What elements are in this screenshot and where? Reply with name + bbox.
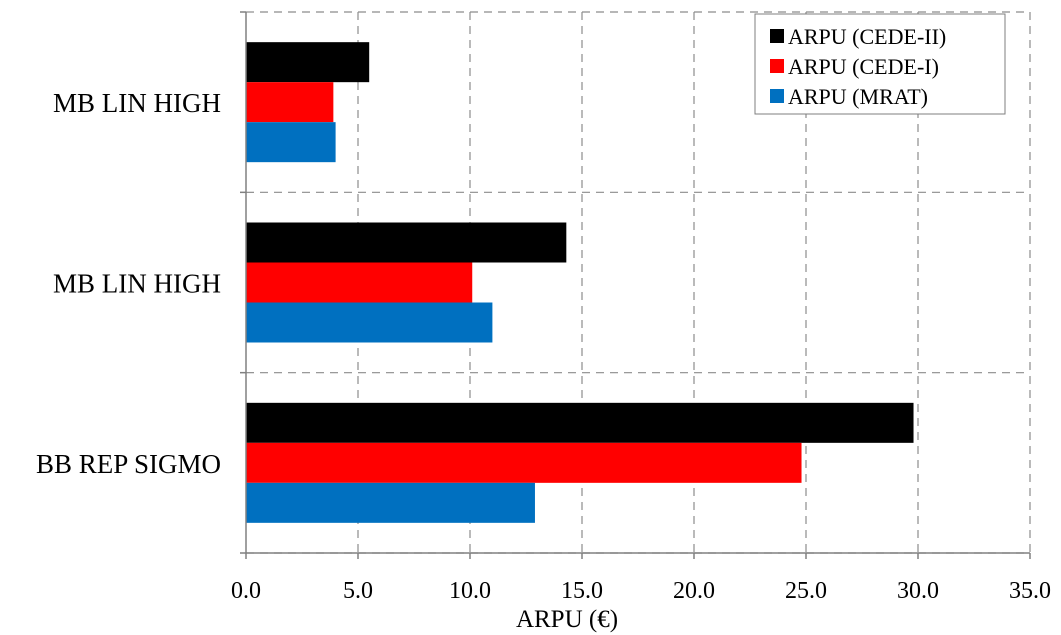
x-tick-label: 35.0 [1009,578,1051,604]
category-label: MB LIN HIGH [53,269,221,299]
legend-entry: ARPU (CEDE-I) [788,54,939,79]
x-tick-label: 30.0 [897,578,939,604]
bar [246,122,336,163]
legend-swatch [770,59,784,73]
axes [240,11,1031,559]
x-tick-label: 10.0 [449,578,491,604]
legend-swatch [770,89,784,103]
x-tick-label: 25.0 [785,578,827,604]
legend: ARPU (CEDE-II) ARPU (CEDE-I) ARPU (MRAT) [754,13,1006,115]
legend-swatch [770,29,784,43]
bar [246,42,370,83]
x-tick-label: 20.0 [673,578,715,604]
category-label: MB LIN HIGH [53,88,221,118]
legend-entry: ARPU (MRAT) [788,84,928,109]
legend-entry: ARPU (CEDE-II) [788,24,946,49]
bar [246,262,473,303]
legend-box [754,13,1006,115]
bar [246,442,802,483]
x-tick-label: 5.0 [343,578,373,604]
bars [246,42,914,523]
x-tick-label: 15.0 [561,578,603,604]
category-label: BB REP SIGMO [36,449,221,479]
bar [246,482,535,523]
x-tick-labels: 0.0 5.0 10.0 15.0 20.0 25.0 30.0 35.0 [231,578,1051,604]
x-tick-label: 0.0 [231,578,261,604]
category-labels: MB LIN HIGH MB LIN HIGH BB REP SIGMO [36,88,221,479]
bar [246,222,567,263]
x-axis-title: ARPU (€) [516,606,618,633]
bar [246,82,334,123]
bar [246,302,493,343]
bar [246,402,914,443]
